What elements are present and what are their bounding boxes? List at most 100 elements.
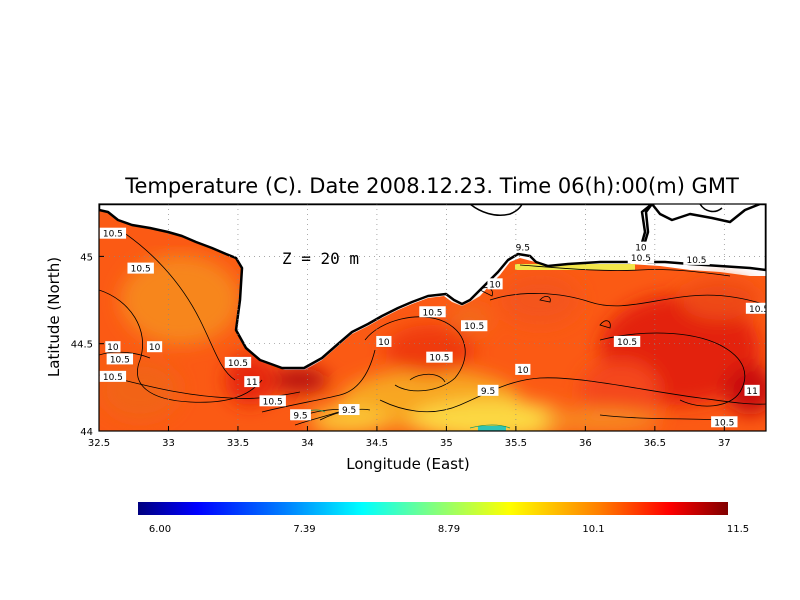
contour-labels: 10.510.510 1010.510.510.51110.59.59.51010… — [99, 227, 769, 428]
contour-line — [469, 424, 511, 429]
contour-label: 10.5 — [110, 355, 130, 365]
x-axis-label: Longitude (East) — [346, 455, 469, 473]
x-tick-label: 35 — [440, 438, 453, 449]
x-tick-label: 37 — [718, 438, 731, 449]
chart-title: Temperature (C). Date 2008.12.23. Time 0… — [124, 174, 739, 198]
x-tick-label: 36.5 — [644, 438, 666, 449]
contour-label: 9.5 — [293, 411, 307, 421]
contour-line — [99, 289, 263, 403]
contour-line — [261, 349, 376, 413]
x-tick-label: 36 — [579, 438, 592, 449]
contour-label-bg — [105, 341, 121, 353]
contour-label: 10 — [635, 244, 647, 254]
contour-label: 10.5 — [103, 373, 123, 383]
contour-label-bg — [512, 241, 534, 253]
contour-label: 10.5 — [228, 359, 248, 369]
x-tick-label: 34 — [301, 438, 314, 449]
contour-label-bg — [711, 416, 738, 428]
contour-label-bg — [146, 341, 163, 353]
x-tick-label: 33.5 — [227, 438, 249, 449]
contour-label-bg — [426, 351, 453, 363]
contour-label: 10.5 — [617, 338, 637, 348]
contour-label: 10.5 — [464, 322, 484, 332]
contour-label-bg — [99, 227, 127, 239]
contour-label-bg — [99, 370, 127, 382]
coastline — [699, 204, 723, 213]
x-tick-label: 34.5 — [366, 438, 388, 449]
contour-label-bg — [683, 253, 710, 265]
contour-label: 9.5 — [342, 406, 356, 416]
y-tick-label: 44 — [80, 427, 93, 438]
coastal-cold-strip — [515, 264, 635, 270]
y-tick-label: 45 — [80, 252, 93, 263]
contour-label: 9.5 — [481, 387, 495, 397]
grid-lines — [99, 204, 766, 431]
contour-label-bg — [613, 335, 641, 347]
contour-line — [119, 229, 236, 381]
contour-label: 10.5 — [714, 418, 734, 428]
contour-label: 11 — [246, 378, 257, 388]
contour-line — [519, 264, 731, 277]
contour-label: 10.5 — [131, 265, 151, 275]
contour-label: 10.5 — [686, 256, 706, 266]
x-tick-label: 32.5 — [88, 438, 110, 449]
colorbar-tick-label: 6.00 — [149, 524, 171, 535]
contour-label: 10.5 — [429, 354, 449, 364]
contour-label-bg — [744, 384, 760, 396]
x-tick-label: 33 — [162, 438, 175, 449]
contour-label-bg — [627, 252, 655, 264]
contour-label-bg — [460, 320, 488, 332]
contour-label: 10 — [489, 280, 501, 290]
contour-line — [364, 316, 466, 392]
contour-label: 9.5 — [516, 244, 530, 254]
y-axis: 44 44.5 45 — [71, 252, 104, 438]
colorbar-tick-label: 11.5 — [727, 524, 749, 535]
plot-frame — [98, 203, 767, 432]
contour-label: 10 — [107, 343, 119, 353]
y-tick-label: 44.5 — [71, 340, 93, 351]
contour-label-bg — [127, 262, 154, 274]
contour-label-bg — [376, 335, 392, 347]
contour-label: 10.5 — [631, 254, 651, 264]
colorbar-tick-label: 10.1 — [582, 524, 604, 535]
contour-line — [489, 293, 766, 307]
contour-label-bg — [419, 306, 446, 318]
contour-line — [539, 296, 551, 303]
contour-label-bg — [745, 302, 766, 314]
contour-line — [599, 332, 746, 407]
contour-label-bg — [224, 356, 252, 368]
y-axis-label: Latitude (North) — [45, 257, 63, 377]
contour-label: 10 — [517, 366, 529, 376]
contour-line — [99, 351, 151, 359]
contour-label-bg — [106, 353, 134, 365]
contour-label: 10.5 — [263, 397, 283, 407]
contour-label-bg — [244, 376, 260, 388]
contour-line — [409, 373, 446, 383]
x-axis: 32.5 33 33.5 34 34.5 35 35.5 36 36.5 37 — [88, 426, 731, 449]
azov-lines — [469, 204, 723, 216]
contour-label-bg — [487, 278, 503, 290]
colorbar-tick-label: 7.39 — [293, 524, 315, 535]
contour-label: 11 — [746, 387, 757, 397]
contour-label: 10.5 — [749, 305, 769, 315]
colorbar — [138, 502, 728, 515]
plot-area: 10.510.510 1010.510.510.51110.59.59.51010… — [99, 204, 769, 431]
contour-label-bg — [515, 363, 531, 375]
contour-label: 10 — [149, 343, 161, 353]
contour-label: 10 — [378, 338, 390, 348]
contour-label: 10.5 — [103, 230, 123, 240]
contour-label-bg — [290, 409, 311, 421]
x-tick-label: 35.5 — [505, 438, 527, 449]
contour-line — [599, 320, 611, 329]
contour-label-bg — [259, 395, 286, 407]
contour-line — [599, 414, 721, 421]
colorbar-ticks: 6.00 7.39 8.79 10.1 11.5 — [149, 524, 749, 535]
contour-label: 10.5 — [422, 308, 442, 318]
coastline — [469, 204, 523, 216]
colorbar-tick-label: 8.79 — [438, 524, 460, 535]
contour-label-bg — [633, 241, 649, 253]
depth-annotation: Z = 20 m — [282, 249, 359, 268]
contour-line — [379, 377, 766, 413]
contour-label-bg — [338, 404, 360, 416]
